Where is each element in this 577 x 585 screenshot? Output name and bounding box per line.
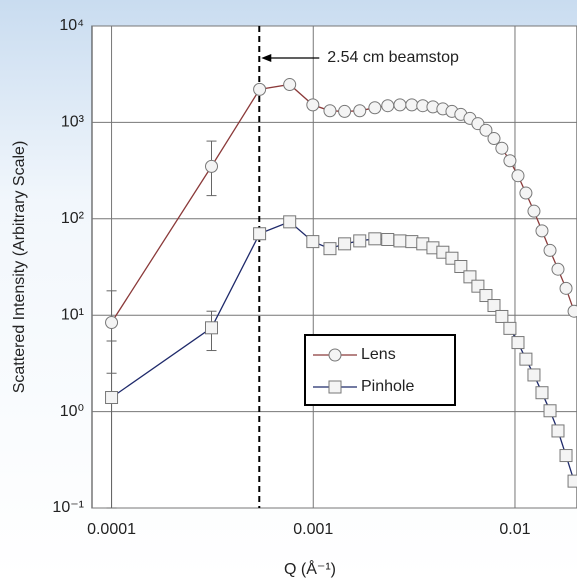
data-point — [306, 235, 320, 249]
data-point — [479, 289, 493, 303]
data-point — [353, 104, 367, 118]
data-point — [338, 104, 352, 118]
data-point — [368, 101, 382, 115]
data-point — [479, 123, 493, 137]
y-tick-label: 10¹ — [61, 306, 84, 323]
data-point — [253, 227, 267, 241]
data-point — [454, 260, 468, 274]
data-point — [205, 159, 219, 173]
y-tick-label: 10⁰ — [60, 403, 84, 420]
data-point — [283, 215, 297, 229]
data-point — [105, 315, 119, 329]
annotation: 2.54 cm beamstop — [327, 49, 459, 66]
legend-marker — [328, 348, 342, 362]
data-point — [551, 424, 565, 438]
data-point — [503, 154, 517, 168]
plot-area — [91, 25, 577, 509]
legend-label: Pinhole — [361, 378, 414, 395]
data-point — [338, 237, 352, 251]
data-point — [551, 262, 565, 276]
data-point — [323, 242, 337, 256]
data-point — [535, 224, 549, 238]
x-tick-label: 0.01 — [499, 521, 530, 538]
data-point — [393, 234, 407, 248]
data-point — [535, 386, 549, 400]
data-point — [567, 304, 577, 318]
x-tick-label: 0.0001 — [87, 521, 136, 538]
data-point — [511, 169, 525, 183]
data-point — [503, 321, 517, 335]
data-point — [543, 243, 557, 257]
data-point — [205, 321, 219, 335]
data-point — [519, 352, 533, 366]
data-point — [105, 391, 119, 405]
data-point — [487, 299, 501, 313]
y-axis-label: Scattered Intensity (Arbitrary Scale) — [11, 141, 28, 394]
data-point — [495, 141, 509, 155]
data-point — [487, 132, 501, 146]
data-point — [283, 78, 297, 92]
y-tick-label: 10³ — [61, 114, 85, 131]
data-point — [405, 98, 419, 112]
annotation-arrowhead — [261, 54, 272, 62]
data-point — [323, 104, 337, 118]
data-point — [559, 449, 573, 463]
data-point — [368, 232, 382, 246]
data-point — [495, 309, 509, 323]
data-point — [381, 232, 395, 246]
legend-marker — [328, 380, 342, 394]
y-tick-label: 10⁻¹ — [52, 499, 84, 516]
data-point — [543, 404, 557, 418]
legend-label: Lens — [361, 346, 396, 363]
data-point — [353, 234, 367, 248]
data-point — [519, 186, 533, 200]
data-point — [527, 368, 541, 382]
y-tick-label: 10² — [61, 210, 85, 227]
data-point — [527, 204, 541, 218]
data-point — [559, 281, 573, 295]
data-point — [306, 98, 320, 112]
data-point — [381, 99, 395, 113]
x-axis-label: Q (Å⁻¹) — [284, 559, 336, 578]
x-tick-label: 0.001 — [293, 521, 333, 538]
data-point — [393, 98, 407, 112]
data-point — [405, 235, 419, 249]
data-point — [511, 336, 525, 350]
y-tick-label: 10⁴ — [59, 17, 84, 34]
data-point — [253, 82, 267, 96]
data-point — [567, 474, 577, 488]
